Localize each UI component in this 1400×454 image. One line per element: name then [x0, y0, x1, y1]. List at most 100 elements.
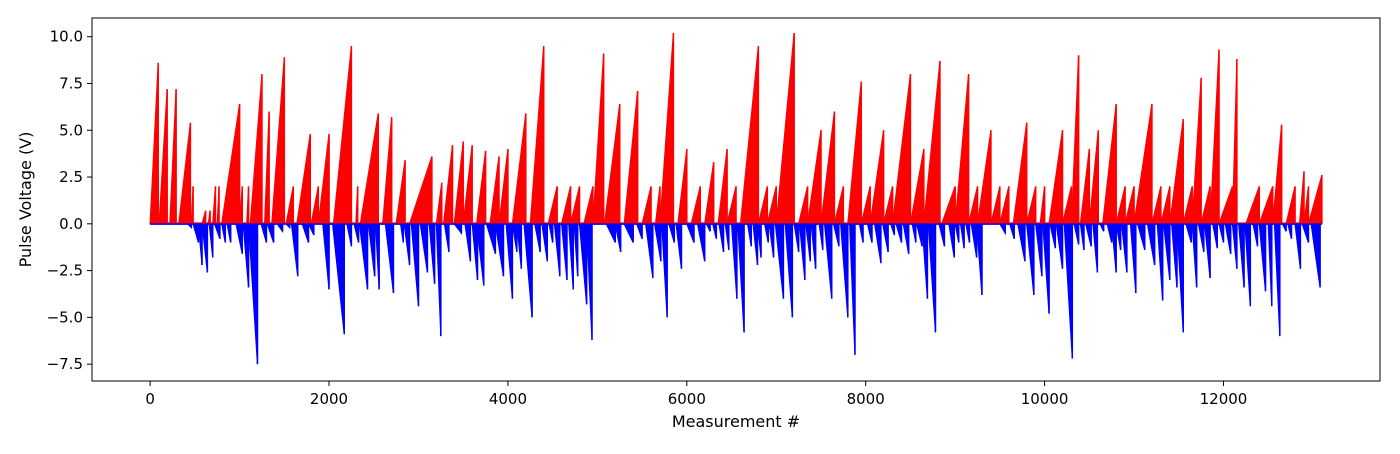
negative-pulse-bar-114: [1084, 223, 1092, 247]
positive-pulse-bar-23: [395, 160, 406, 225]
positive-pulse-bar-80: [1124, 186, 1135, 225]
negative-pulse-bar-53: [614, 223, 622, 253]
negative-pulse-bar-109: [1049, 223, 1056, 249]
positive-pulse-bar-83: [1160, 186, 1171, 225]
negative-pulse-bar-97: [948, 223, 955, 258]
positive-pulse-bar-28: [462, 145, 473, 225]
negative-pulse-bar-38: [494, 223, 505, 277]
positive-pulse-bar-82: [1151, 186, 1162, 225]
positive-pulse-bar-50: [757, 186, 768, 225]
negative-pulse-bar-23: [367, 223, 376, 277]
positive-pulse-bar-59: [869, 130, 885, 225]
x-tick-label: 8000: [847, 390, 885, 408]
positive-pulse-bar-88: [1209, 49, 1220, 225]
positive-pulse-bar-78: [1102, 104, 1117, 225]
positive-pulse-bar-52: [775, 32, 795, 225]
negative-pulse-bar-90: [895, 223, 903, 243]
x-tick-label: 6000: [668, 390, 706, 408]
negative-pulse-bar-103: [998, 223, 1006, 236]
negative-pulse-bar-11: [260, 223, 268, 243]
y-axis-label: Pulse Voltage (V): [16, 132, 35, 268]
negative-pulse-bar-46: [553, 223, 561, 277]
positive-pulse-bar-46: [703, 161, 715, 225]
negative-pulse-bar-8: [235, 223, 243, 254]
positive-pulse-bar-89: [1218, 186, 1234, 225]
positive-pulse-bar-60: [882, 186, 894, 225]
negative-pulse-bar-105: [1017, 223, 1026, 262]
positive-pulse-bar-35: [560, 186, 572, 225]
positive-pulse-bar-87: [1200, 186, 1211, 225]
negative-pulse-bar-131: [1204, 223, 1211, 279]
positive-pulse-bar-43: [659, 32, 674, 225]
positive-pulse-bar-14: [271, 57, 285, 225]
negative-pulse-bar-54: [623, 223, 634, 243]
negative-pulse-bar-110: [1055, 223, 1064, 269]
positive-pulse-bar-67: [976, 130, 992, 225]
positive-pulse-bar-33: [529, 46, 545, 225]
negative-pulse-bar-88: [881, 223, 889, 253]
positive-pulse-bar-70: [1012, 122, 1028, 225]
negative-pulse-bar-74: [774, 223, 785, 299]
negative-pulse-bar-33: [453, 223, 463, 235]
positive-pulse-bar-64: [940, 186, 956, 225]
positive-pulse-bar-41: [641, 186, 652, 225]
negative-pulse-bar-96: [938, 223, 946, 247]
negative-pulse-bar-77: [798, 223, 806, 281]
y-tick-label: 2.5: [59, 168, 83, 186]
negative-pulse-bar-81: [823, 223, 833, 299]
x-tick-label: 0: [145, 390, 155, 408]
positive-pulse-bar-24: [408, 156, 433, 225]
positive-pulse-bar-68: [990, 186, 1001, 225]
negative-pulse-bar-29: [419, 223, 429, 273]
positive-pulse-bar-56: [833, 186, 844, 225]
negative-pulse-bar-12: [266, 223, 275, 243]
negative-pulse-bar-82: [832, 223, 840, 247]
positive-pulse-bar-85: [1182, 186, 1193, 225]
negative-pulse-bar-141: [1273, 223, 1281, 337]
positive-pulse-bar-48: [726, 186, 737, 225]
positive-pulse-bar-91: [1244, 186, 1260, 225]
negative-pulse-bar-42: [523, 223, 533, 318]
negative-pulse-bar-127: [1176, 223, 1184, 333]
negative-pulse-bar-136: [1238, 223, 1245, 288]
positive-pulse-bar-61: [891, 74, 912, 225]
positive-pulse-bar-54: [806, 130, 822, 225]
negative-pulse-bar-75: [784, 223, 793, 318]
positive-pulse-bar-74: [1061, 186, 1073, 225]
positive-pulse-bar-18: [317, 133, 330, 225]
negative-pulse-bar-111: [1063, 223, 1073, 359]
negative-pulse-bar-139: [1258, 223, 1267, 292]
positive-pulse-bar-62: [909, 148, 925, 225]
positive-pulse-bar-81: [1133, 103, 1153, 225]
positive-pulse-bar-38: [592, 53, 605, 225]
positive-pulse-bar-76: [1079, 148, 1090, 225]
negative-pulse-bar-47: [560, 223, 568, 281]
positive-pulse-bar-55: [820, 111, 835, 225]
negative-pulse-bar-120: [1120, 223, 1128, 273]
positive-pulse-bar-15: [285, 186, 294, 225]
negative-pulse-bar-10: [247, 223, 259, 365]
positive-pulse-bar-3: [178, 122, 191, 225]
negative-pulse-bar-43: [534, 223, 541, 253]
x-tick-label: 4000: [489, 390, 527, 408]
positive-pulse-bar-51: [766, 186, 777, 225]
negative-pulse-bar-52: [605, 223, 616, 243]
negative-pulse-bar-95: [927, 223, 937, 333]
positive-pulse-bar-27: [453, 141, 464, 225]
positive-pulse-bar-21: [359, 113, 379, 225]
positive-pulse-bar-2: [169, 89, 177, 225]
negative-pulse-bar-44: [541, 223, 548, 262]
negative-pulse-bar-16: [301, 223, 310, 243]
positive-pulse-bar-34: [547, 186, 558, 225]
positive-pulse-bar-65: [954, 74, 970, 225]
negative-pulse-bar-68: [737, 223, 745, 333]
negative-pulse-bar-144: [1294, 223, 1301, 269]
positive-pulse-bar-25: [435, 182, 443, 225]
positive-pulse-bar-9: [220, 103, 241, 225]
negative-pulse-bar-145: [1301, 223, 1310, 243]
negative-pulse-bar-22: [358, 223, 369, 290]
positive-pulse-bar-93: [1272, 124, 1283, 225]
negative-pulse-bar-9: [242, 223, 250, 288]
y-tick-label: 5.0: [59, 121, 83, 139]
